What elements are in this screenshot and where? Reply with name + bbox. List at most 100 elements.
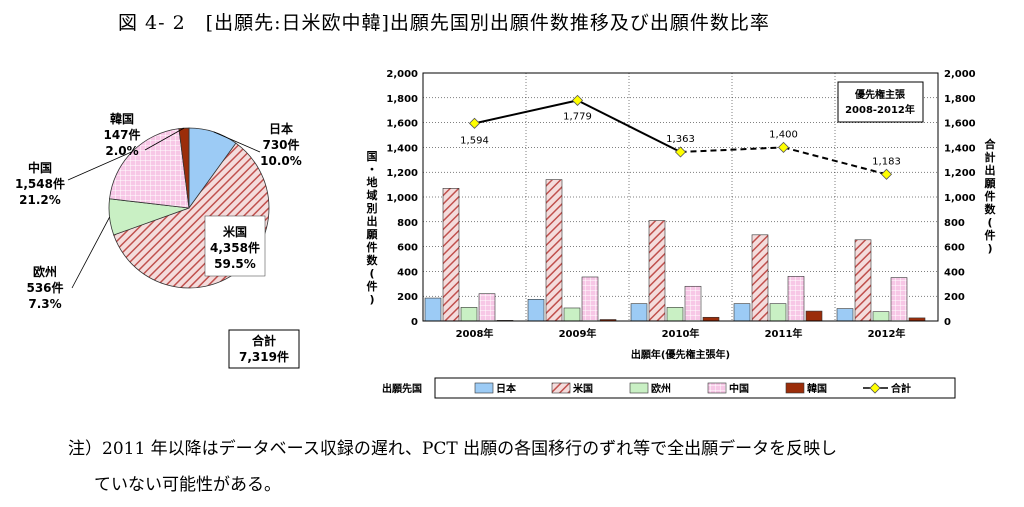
xtick-0: 2008年 <box>456 327 494 340</box>
total-point-4 <box>880 168 893 180</box>
legend-swatch-1 <box>551 382 571 394</box>
bar-3-4 <box>890 277 908 322</box>
priority-box-line1: 優先権主張 <box>854 88 906 101</box>
legend-swatch-0 <box>474 382 494 394</box>
plot-frame <box>422 72 939 322</box>
pie-label-name-3: 中国 <box>28 160 52 175</box>
ylabel-left-char-7: 件 <box>367 240 378 254</box>
ylabel-left-char-3: 域 <box>367 188 378 202</box>
xtick-4: 2012年 <box>868 327 906 340</box>
pie-leader-4 <box>144 127 185 151</box>
ytick-right-6: 1,200 <box>944 168 976 179</box>
bar-4-3 <box>805 310 823 322</box>
bar-1-0 <box>442 188 460 322</box>
ytick-left-4: 800 <box>397 218 418 229</box>
pie-label-count-3: 1,548件 <box>15 176 65 191</box>
total-line-seg-2 <box>680 146 784 153</box>
ytick-left-2: 400 <box>397 267 418 278</box>
pie-total-value: 7,319件 <box>239 349 289 364</box>
figure-title: 図 4- 2 [出願先:日米欧中韓]出願先国別出願件数推移及び出願件数比率 <box>118 12 770 34</box>
legend-title: 出願先国 <box>382 382 422 395</box>
pie-label-name-0: 日本 <box>269 121 293 136</box>
total-label-4: 1,183 <box>872 156 901 167</box>
pie-leader-3 <box>67 151 133 181</box>
bar-2-0 <box>460 307 478 322</box>
ylabel-left-char-11: ) <box>369 293 374 306</box>
ylabel-left-char-4: 別 <box>366 201 378 215</box>
pie-label-name-2: 欧州 <box>33 264 57 279</box>
ylabel-right-char-8: ) <box>987 242 992 255</box>
ylabel-left-char-6: 願 <box>367 228 379 241</box>
bar-0-2 <box>630 303 648 322</box>
total-label-1: 1,779 <box>563 111 592 122</box>
ylabel-left-char-2: 地 <box>367 175 378 189</box>
pie-label-pct-0: 10.0% <box>260 154 302 168</box>
pie-label-count-4: 147件 <box>103 127 140 142</box>
legend-label-0: 日本 <box>496 382 517 395</box>
legend-swatch-3 <box>707 382 727 394</box>
bar-3-0 <box>478 293 496 322</box>
bar-3-2 <box>684 285 702 322</box>
priority-box-line2: 2008-2012年 <box>845 103 915 116</box>
ylabel-left-char-0: 国 <box>367 150 378 163</box>
ylabel-right-char-2: 出 <box>985 163 996 177</box>
bar-0-4 <box>836 308 854 322</box>
pie-label-name-4: 韓国 <box>110 111 134 126</box>
pie-label-pct-4: 2.0% <box>105 144 138 158</box>
ylabel-right-char-1: 計 <box>985 150 996 164</box>
ytick-right-2: 400 <box>944 267 965 278</box>
total-line-seg-3 <box>783 146 887 176</box>
bar-1-2 <box>648 220 666 322</box>
ytick-right-1: 200 <box>944 292 965 303</box>
bar-1-3 <box>751 234 769 322</box>
ytick-right-8: 1,600 <box>944 119 976 130</box>
ytick-right-7: 1,400 <box>944 143 976 154</box>
pie-leader-2 <box>71 216 110 289</box>
bar-0-3 <box>733 303 751 322</box>
ylabel-right-char-0: 合 <box>985 137 997 151</box>
ytick-left-6: 1,200 <box>386 168 418 179</box>
bar-0-0 <box>424 297 442 322</box>
ytick-right-5: 1,000 <box>944 193 976 204</box>
pie-total-box <box>228 329 300 369</box>
ytick-right-9: 1,800 <box>944 94 976 105</box>
bar-line-chart: 1,594 1,779 1,363 1,400 1,183 0 0 200 200 400 400… <box>366 69 997 399</box>
total-line-seg-0 <box>474 99 578 125</box>
ytick-left-0: 0 <box>411 317 418 328</box>
pie-leader-0 <box>213 131 261 153</box>
legend-label-2: 欧州 <box>651 382 671 395</box>
total-point-2 <box>674 146 687 158</box>
total-label-2: 1,363 <box>666 134 695 145</box>
bar-2-4 <box>872 311 890 322</box>
total-point-0 <box>468 117 481 129</box>
ylabel-right-char-7: 件 <box>985 228 996 242</box>
ytick-left-10: 2,000 <box>386 69 418 80</box>
xtick-1: 2009年 <box>559 327 597 340</box>
legend-label-1: 米国 <box>573 382 593 395</box>
bar-0-1 <box>527 299 545 322</box>
ytick-right-0: 0 <box>944 317 951 328</box>
xtick-2: 2010年 <box>662 327 700 340</box>
pie-label-box-1 <box>204 215 266 277</box>
bar-2-3 <box>769 303 787 322</box>
ylabel-left-char-5: 出 <box>367 214 378 228</box>
ytick-right-3: 600 <box>944 243 965 254</box>
ylabel-right-char-5: 数 <box>985 202 997 216</box>
ytick-left-1: 200 <box>397 292 418 303</box>
pie-total-label: 合計 <box>252 333 276 348</box>
ytick-left-3: 600 <box>397 243 418 254</box>
legend-label-4: 韓国 <box>807 382 827 395</box>
legend-swatch-4 <box>785 382 805 394</box>
pie-label-count-2: 536件 <box>26 280 63 295</box>
total-label-3: 1,400 <box>769 129 798 140</box>
bar-3-3 <box>787 276 805 322</box>
ylabel-left-char-9: ( <box>369 267 374 280</box>
pie-label-count-1: 4,358件 <box>210 240 260 255</box>
ytick-right-4: 800 <box>944 218 965 229</box>
total-point-1 <box>571 94 584 106</box>
footnote-line-2: ていない可能性がある。 <box>94 475 281 495</box>
priority-box <box>837 81 924 123</box>
legend-total-label: 合計 <box>890 382 911 395</box>
xtick-3: 2011年 <box>765 327 803 340</box>
ylabel-right-char-6: ( <box>987 216 992 229</box>
